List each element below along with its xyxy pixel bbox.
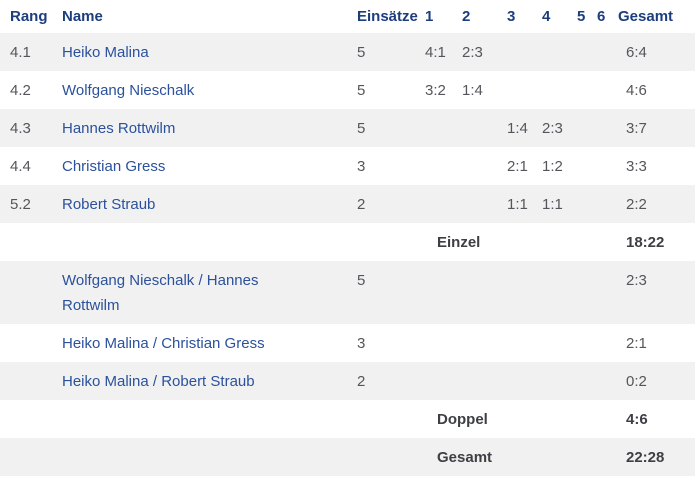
col-header-gesamt: Gesamt — [618, 8, 674, 25]
total-score-cell: 2:1 — [626, 335, 647, 352]
einzel-summary-row: Einzel 18:22 — [0, 223, 695, 261]
round-score-cell — [503, 71, 538, 109]
col-header-name: Name — [62, 8, 103, 25]
einzel-total: 18:22 — [626, 234, 665, 251]
rank-cell: 4.2 — [10, 82, 31, 99]
col-header-round-5: 5 — [577, 8, 586, 25]
player-name-cell: Hannes Rottwilm — [62, 109, 357, 147]
total-score-cell: 3:7 — [618, 109, 695, 147]
doppel-total: 4:6 — [626, 411, 648, 428]
round-score-cell — [593, 71, 618, 109]
rank-cell: 5.2 — [0, 185, 62, 223]
appearances-cell: 3 — [357, 335, 366, 352]
doubles-pair-link[interactable]: Wolfgang Nieschalk / Hannes Rottwilm — [62, 272, 259, 314]
doubles-pair-cell: Heiko Malina / Robert Straub — [62, 362, 357, 400]
round-score-cell: 4:1 — [421, 33, 458, 71]
player-name-cell: Wolfgang Nieschalk — [62, 71, 357, 109]
gesamt-summary-row: Gesamt 22:28 — [0, 438, 695, 476]
round-score-cell — [573, 33, 593, 71]
gesamt-label: Gesamt — [421, 438, 618, 476]
round-score-cell — [421, 109, 458, 147]
player-row: 5.2 Robert Straub 2 1:1 1:1 2:2 — [0, 185, 695, 223]
col-header-round-3: 3 — [507, 8, 516, 25]
total-score-cell: 2:2 — [618, 185, 695, 223]
round-score-cell — [503, 33, 538, 71]
round-score-cell — [593, 147, 618, 185]
player-name-link[interactable]: Wolfgang Nieschalk — [62, 82, 195, 99]
round-score-cell — [538, 71, 573, 109]
player-name-link[interactable]: Christian Gress — [62, 158, 166, 175]
total-score-cell: 0:2 — [618, 362, 695, 400]
col-header-round-1: 1 — [425, 8, 434, 25]
round-score-cell — [573, 185, 593, 223]
round-score-cell — [421, 185, 458, 223]
col-header-einsaetze: Einsätze — [357, 8, 418, 25]
total-score-cell: 2:3 — [618, 261, 695, 324]
gesamt-total: 22:28 — [618, 438, 695, 476]
appearances-cell: 5 — [357, 33, 421, 71]
total-score-cell: 3:3 — [626, 158, 647, 175]
col-header-round-6: 6 — [597, 8, 606, 25]
round-score-cell: 3:2 — [425, 82, 446, 99]
player-name-cell: Heiko Malina — [62, 33, 357, 71]
doubles-pair-cell: Wolfgang Nieschalk / Hannes Rottwilm — [62, 261, 357, 324]
einzel-label: Einzel — [437, 234, 481, 251]
doppel-label: Doppel — [437, 411, 488, 428]
doubles-pair-link[interactable]: Heiko Malina / Christian Gress — [62, 335, 265, 352]
round-score-cell — [593, 109, 618, 147]
round-score-cell — [573, 147, 593, 185]
doubles-pair-link[interactable]: Heiko Malina / Robert Straub — [62, 373, 255, 390]
round-score-cell: 2:1 — [507, 158, 528, 175]
doubles-row: Wolfgang Nieschalk / Hannes Rottwilm 5 2… — [0, 261, 695, 324]
round-score-cell: 2:3 — [538, 109, 573, 147]
doubles-row: Heiko Malina / Robert Straub 2 0:2 — [0, 362, 695, 400]
round-score-cell: 2:3 — [458, 33, 503, 71]
player-name-link[interactable]: Hannes Rottwilm — [62, 120, 176, 137]
round-score-cell — [593, 33, 618, 71]
table-header-row: Rang Name Einsätze 1 2 3 4 5 6 Gesamt — [0, 0, 695, 33]
appearances-cell: 5 — [357, 109, 421, 147]
doppel-summary-row: Doppel 4:6 — [0, 400, 695, 438]
player-row: 4.1 Heiko Malina 5 4:1 2:3 6:4 — [0, 33, 695, 71]
player-name-link[interactable]: Heiko Malina — [62, 44, 149, 61]
player-row: 4.3 Hannes Rottwilm 5 1:4 2:3 3:7 — [0, 109, 695, 147]
appearances-cell: 3 — [357, 158, 366, 175]
col-header-round-2: 2 — [462, 8, 471, 25]
total-score-cell: 4:6 — [626, 82, 647, 99]
round-score-cell: 1:1 — [503, 185, 538, 223]
appearances-cell: 5 — [357, 82, 366, 99]
round-score-cell — [538, 33, 573, 71]
player-row: 4.4 Christian Gress 3 2:1 1:2 3:3 — [0, 147, 695, 185]
appearances-cell: 5 — [357, 261, 421, 324]
col-header-rang: Rang — [10, 8, 48, 25]
round-score-cell: 1:1 — [538, 185, 573, 223]
total-score-cell: 6:4 — [618, 33, 695, 71]
col-header-round-4: 4 — [542, 8, 551, 25]
round-score-cell — [458, 147, 503, 185]
round-score-cell — [573, 109, 593, 147]
round-score-cell — [421, 147, 458, 185]
player-row: 4.2 Wolfgang Nieschalk 5 3:2 1:4 4:6 — [0, 71, 695, 109]
round-score-cell — [573, 71, 593, 109]
round-score-cell — [593, 185, 618, 223]
round-score-cell: 1:2 — [542, 158, 563, 175]
round-score-cell: 1:4 — [462, 82, 483, 99]
round-score-cell: 1:4 — [503, 109, 538, 147]
player-name-cell: Christian Gress — [62, 147, 357, 185]
doubles-pair-cell: Heiko Malina / Christian Gress — [62, 324, 357, 362]
round-score-cell — [458, 109, 503, 147]
player-name-link[interactable]: Robert Straub — [62, 196, 156, 213]
rank-cell: 4.1 — [0, 33, 62, 71]
appearances-cell: 2 — [357, 362, 421, 400]
rank-cell: 4.3 — [0, 109, 62, 147]
doubles-row: Heiko Malina / Christian Gress 3 2:1 — [0, 324, 695, 362]
rank-cell: 4.4 — [10, 158, 31, 175]
round-score-cell — [458, 185, 503, 223]
appearances-cell: 2 — [357, 185, 421, 223]
player-name-cell: Robert Straub — [62, 185, 357, 223]
